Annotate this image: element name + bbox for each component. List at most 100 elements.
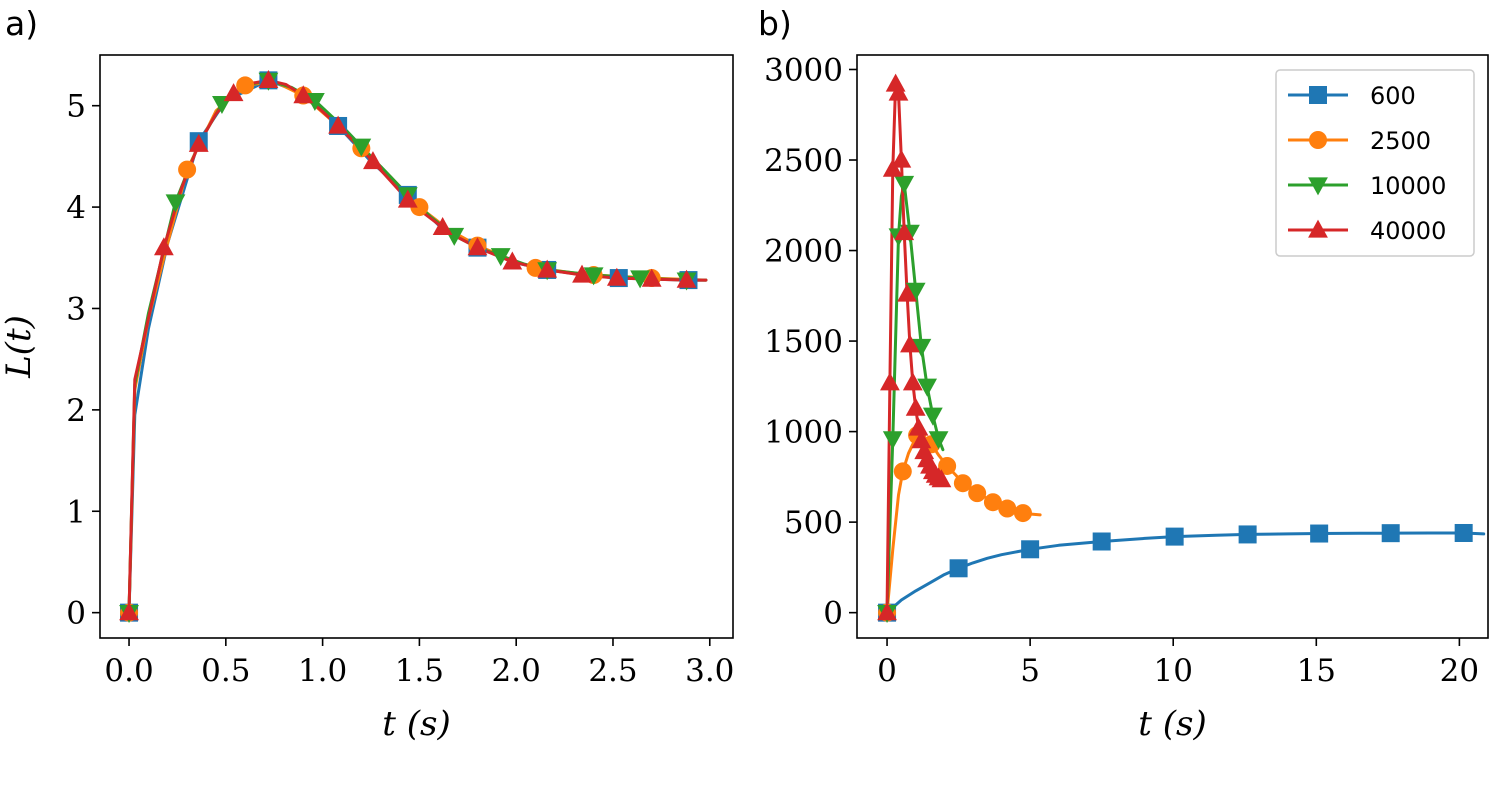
y-tick-label: 1 bbox=[66, 494, 86, 530]
data-point-600 bbox=[1381, 524, 1400, 543]
data-point-600 bbox=[1021, 540, 1040, 559]
series-line-10000 bbox=[127, 78, 708, 615]
y-tick-label: 0 bbox=[66, 596, 86, 632]
chart-panel-a: 0.0 0.5 1.0 1.5 2.0 2.5 3.0 0 1 2 3 4 5 t (s) L(t) bbox=[0, 54, 734, 744]
data-point-40000 bbox=[606, 267, 627, 286]
data-point-40000 bbox=[891, 149, 912, 168]
y-tick-label: 4 bbox=[66, 190, 86, 226]
data-point-40000 bbox=[572, 264, 592, 283]
data-point-40000 bbox=[188, 133, 209, 152]
x-tick-label: 20 bbox=[1440, 653, 1479, 689]
legend-label-40000: 40000 bbox=[1370, 217, 1446, 245]
data-point-40000 bbox=[905, 397, 926, 416]
data-point-2500 bbox=[968, 484, 987, 503]
data-point-2500 bbox=[983, 493, 1002, 512]
data-point-40000 bbox=[397, 189, 418, 208]
data-point-40000 bbox=[880, 372, 900, 391]
y-tick-label: 1000 bbox=[764, 415, 843, 451]
y-tick-label: 0 bbox=[823, 596, 843, 632]
series-line-2500 bbox=[127, 79, 708, 615]
data-point-600 bbox=[1092, 532, 1111, 551]
x-tick-label: 10 bbox=[1153, 653, 1192, 689]
series-line-600 bbox=[885, 531, 1486, 615]
y-tick-label: 2500 bbox=[764, 143, 843, 179]
data-point-40000 bbox=[432, 217, 453, 236]
data-point-10000 bbox=[165, 194, 186, 213]
y-tick-label: 1500 bbox=[764, 324, 843, 360]
y-tick-label: 2000 bbox=[764, 234, 843, 270]
legend-label-10000: 10000 bbox=[1370, 172, 1446, 200]
x-axis-label: t (s) bbox=[1138, 704, 1206, 744]
data-point-10000 bbox=[922, 407, 943, 426]
data-point-40000 bbox=[119, 602, 139, 621]
data-point-40000 bbox=[676, 269, 697, 288]
x-tick-label: 3.0 bbox=[685, 653, 734, 689]
data-point-40000 bbox=[223, 83, 244, 102]
data-point-40000 bbox=[363, 151, 383, 170]
legend-box bbox=[1275, 69, 1475, 257]
x-tick-label: 2.5 bbox=[588, 653, 637, 689]
data-point-2500 bbox=[938, 456, 957, 475]
data-point-40000 bbox=[888, 82, 909, 101]
x-tick-label: 0.5 bbox=[201, 653, 250, 689]
legend-marker-600 bbox=[1309, 86, 1327, 104]
data-point-600 bbox=[1238, 525, 1257, 544]
y-tick-label: 5 bbox=[66, 89, 86, 125]
x-tick-label: 15 bbox=[1297, 653, 1336, 689]
series-line-600 bbox=[127, 78, 708, 615]
data-point-40000 bbox=[902, 372, 923, 391]
y-tick-label: 3000 bbox=[764, 52, 843, 88]
data-point-10000 bbox=[490, 248, 511, 267]
y-tick-label: 2 bbox=[66, 393, 86, 429]
data-point-40000 bbox=[931, 469, 952, 488]
x-tick-label: 2.0 bbox=[492, 653, 541, 689]
data-point-40000 bbox=[293, 85, 314, 104]
data-point-40000 bbox=[502, 251, 523, 270]
legend-marker-2500 bbox=[1309, 131, 1327, 149]
data-point-40000 bbox=[467, 237, 488, 256]
data-point-10000 bbox=[905, 282, 926, 301]
data-point-2500 bbox=[1013, 504, 1032, 523]
x-axis-label: t (s) bbox=[382, 704, 450, 744]
x-tick-label: 1.5 bbox=[395, 653, 444, 689]
y-tick-label: 3 bbox=[66, 291, 86, 327]
data-point-10000 bbox=[630, 270, 650, 289]
panel-label-b: b) bbox=[758, 4, 792, 43]
data-point-40000 bbox=[153, 237, 174, 256]
data-point-10000 bbox=[583, 267, 604, 286]
series-line-2500 bbox=[885, 433, 1042, 615]
data-point-2500 bbox=[236, 76, 255, 95]
axes-frame bbox=[856, 54, 1489, 639]
legend: 600 2500 10000 40000 bbox=[1275, 69, 1475, 257]
data-point-40000 bbox=[894, 222, 915, 241]
data-point-600 bbox=[1165, 527, 1184, 546]
data-point-10000 bbox=[911, 338, 932, 357]
legend-marker-10000 bbox=[1308, 177, 1328, 196]
x-tick-label: 0 bbox=[877, 653, 897, 689]
panel-label-a: a) bbox=[5, 4, 38, 43]
data-point-2500 bbox=[998, 499, 1017, 518]
plot-area bbox=[877, 73, 1486, 624]
data-point-40000 bbox=[882, 158, 903, 177]
series-line-40000 bbox=[127, 78, 708, 615]
x-tick-label: 5 bbox=[1020, 653, 1040, 689]
data-point-600 bbox=[1454, 523, 1473, 542]
data-point-40000 bbox=[537, 259, 558, 278]
axes-frame bbox=[99, 54, 734, 639]
x-tick-label: 0.0 bbox=[104, 653, 153, 689]
data-point-600 bbox=[1310, 524, 1329, 543]
legend-marker-40000 bbox=[1308, 219, 1328, 238]
y-axis-label: L(t) bbox=[0, 315, 39, 379]
data-point-10000 bbox=[894, 175, 915, 194]
data-point-40000 bbox=[900, 334, 920, 353]
data-point-40000 bbox=[258, 69, 279, 88]
data-point-10000 bbox=[928, 431, 949, 450]
data-point-10000 bbox=[351, 138, 372, 157]
data-point-10000 bbox=[917, 378, 938, 397]
data-point-40000 bbox=[911, 430, 932, 449]
data-point-600 bbox=[949, 559, 968, 578]
chart-panel-b: 0 5 10 15 20 0 500 1000 1500 2000 2500 3000 t (s) 600… bbox=[764, 52, 1489, 744]
data-point-2500 bbox=[178, 160, 197, 179]
data-point-40000 bbox=[897, 283, 917, 302]
